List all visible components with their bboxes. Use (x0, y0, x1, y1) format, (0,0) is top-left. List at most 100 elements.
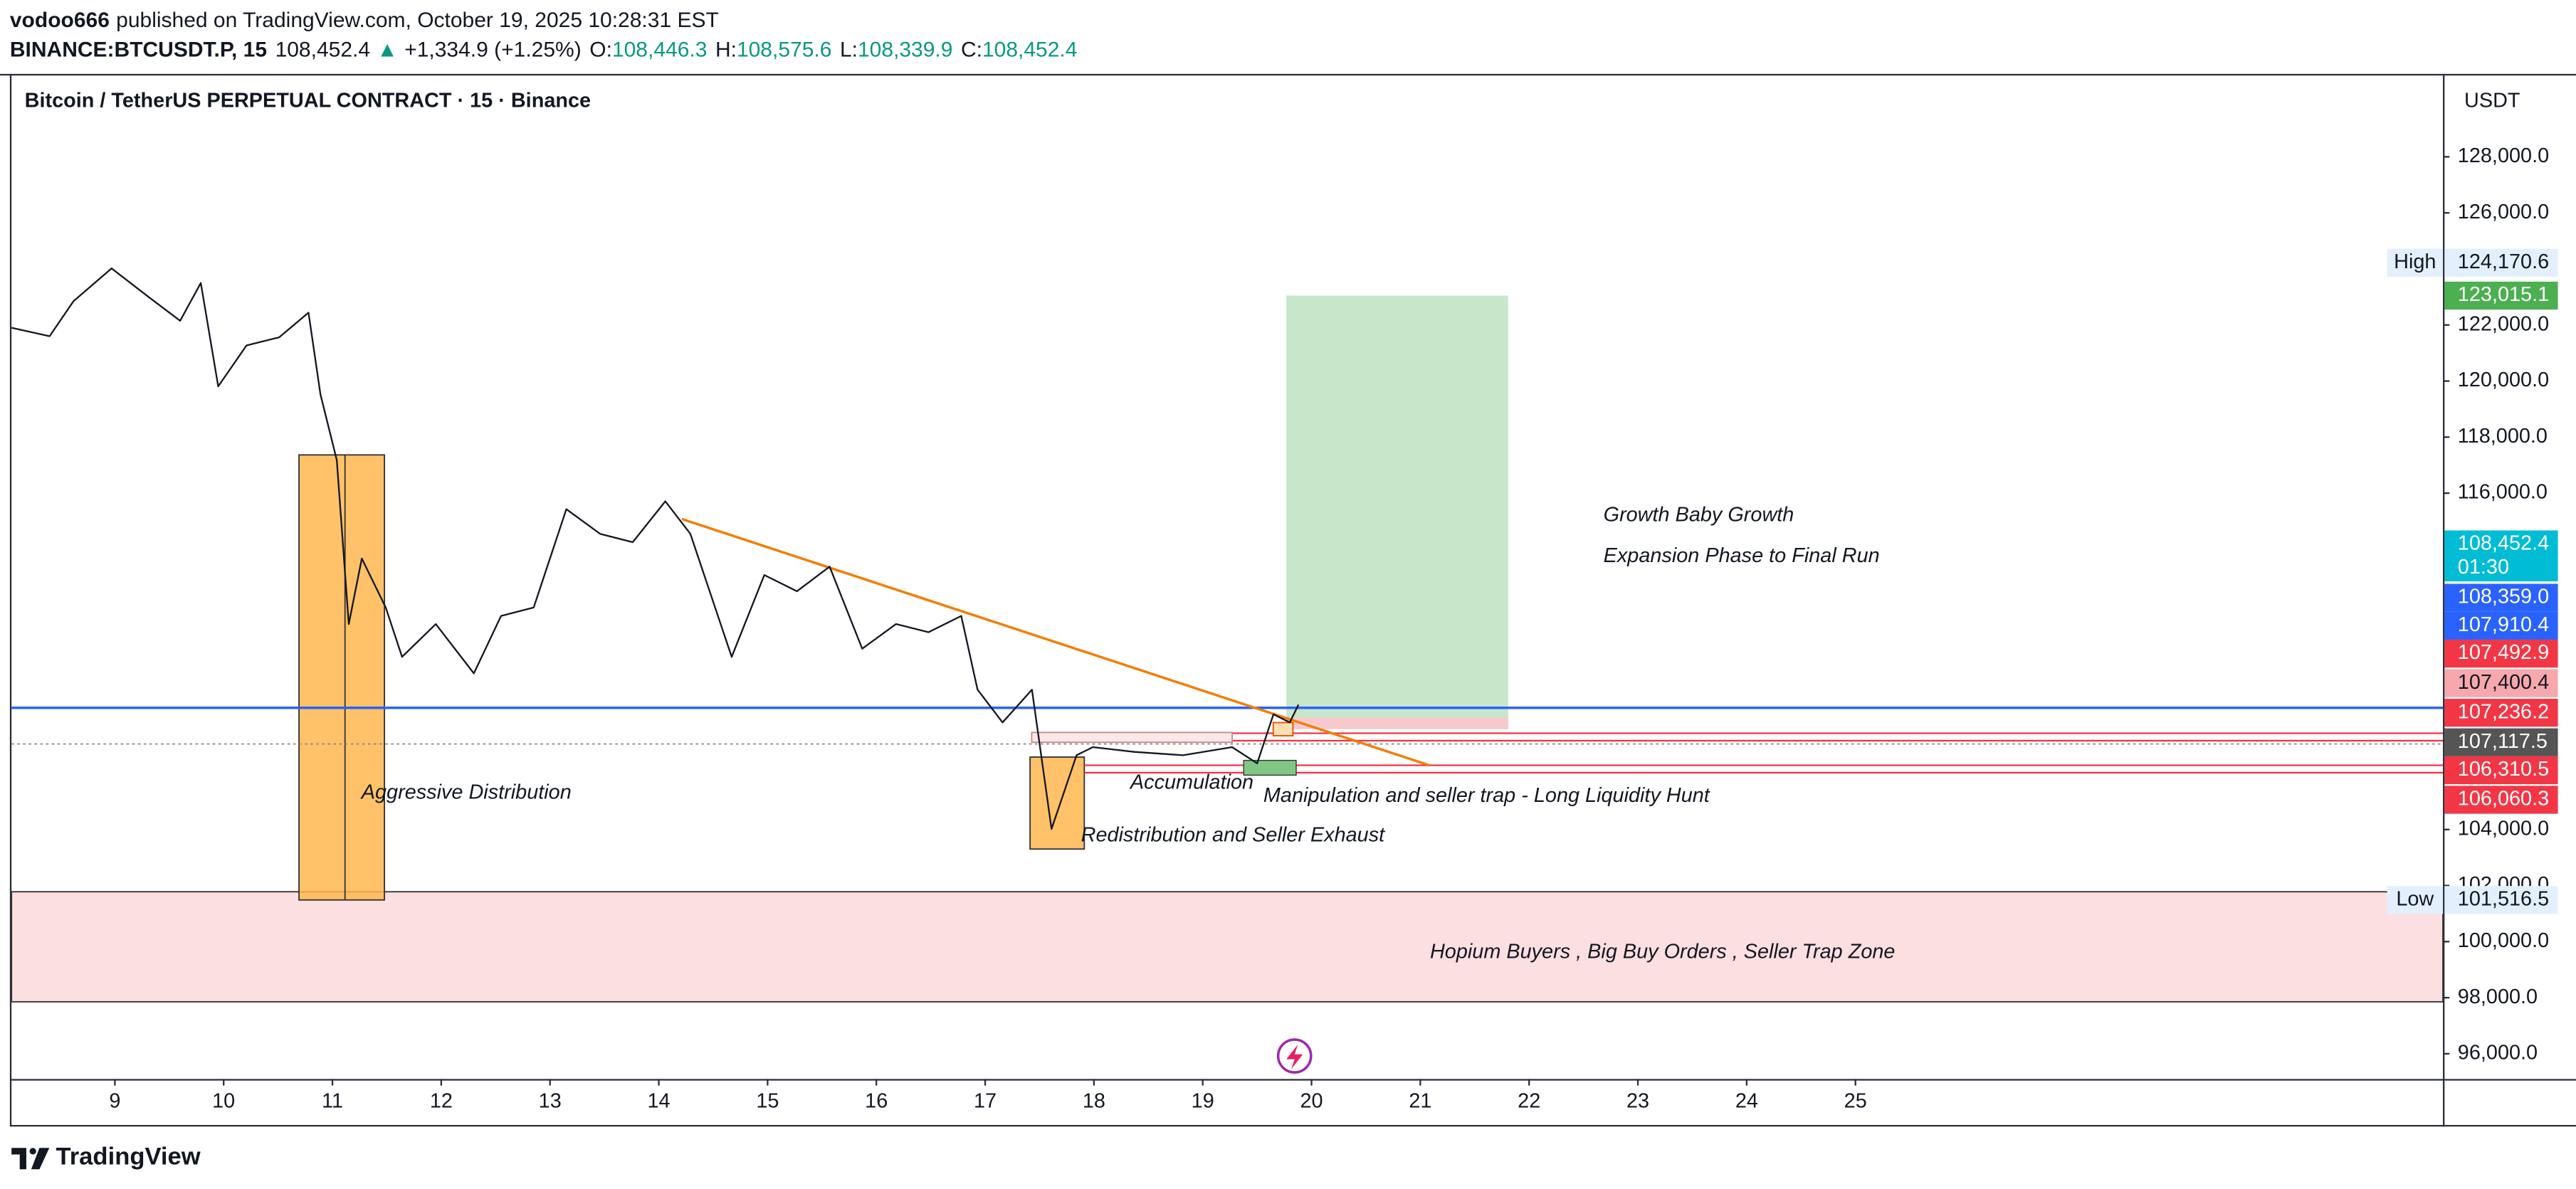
price-label: 124,170.6 (2458, 250, 2549, 273)
y-tick-label: 116,000.0 (2458, 481, 2548, 504)
price-label-box (2444, 669, 2558, 697)
annotation: Growth Baby Growth (1604, 503, 1794, 526)
x-tick-label: 17 (974, 1089, 997, 1112)
trap-zone (11, 891, 2444, 1003)
event-icon (1276, 1038, 1313, 1074)
price-tag: High (2394, 250, 2436, 273)
annotation: Accumulation (1129, 771, 1253, 794)
stop-box (1286, 717, 1508, 729)
ohlc-value: 108,452.4 (982, 38, 1077, 61)
annotation: Aggressive Distribution (360, 781, 572, 803)
entry-box (1272, 722, 1294, 736)
symbol-line: BINANCE:BTCUSDT.P, 15 108,452.4 ▲ +1,334.9 … (10, 38, 1078, 61)
ohlc-value: 108,339.9 (858, 38, 952, 61)
price-label: 106,310.5 (2458, 758, 2549, 781)
target-box (1286, 295, 1508, 723)
y-tick-label: 104,000.0 (2458, 817, 2549, 840)
y-tick-label: 122,000.0 (2458, 312, 2549, 335)
chart-title: Bitcoin / TetherUS PERPETUAL CONTRACT · … (25, 90, 591, 112)
price-label: 108,359.0 (2458, 586, 2549, 608)
price: 108,452.4 (275, 38, 370, 61)
price-label-box (2444, 639, 2558, 668)
price-label-box (2444, 248, 2558, 277)
frame (0, 73, 2576, 1127)
price-label: 107,492.9 (2458, 641, 2549, 664)
x-tick-label: 24 (1735, 1089, 1758, 1112)
x-tick-label: 12 (430, 1089, 453, 1112)
x-tick-label: 22 (1518, 1089, 1540, 1112)
published: published on TradingView.com, October 19… (116, 9, 719, 32)
brand-logo (11, 1148, 50, 1170)
y-tick-label: 100,000.0 (2458, 929, 2549, 952)
logo-part (29, 1148, 36, 1155)
x-tick-label: 10 (212, 1089, 235, 1112)
y-tick-label: 126,000.0 (2458, 201, 2549, 223)
x-tick-label: 25 (1844, 1089, 1867, 1112)
price-tag: Low (2396, 887, 2434, 910)
y-tick-label: 96,000.0 (2458, 1042, 2538, 1064)
x-tick-label: 20 (1300, 1089, 1323, 1112)
annotation: Redistribution and Seller Exhaust (1081, 823, 1386, 846)
x-tick-label: 23 (1626, 1089, 1649, 1112)
ohlc-label: O: (589, 38, 612, 61)
price-label: 107,117.5 (2458, 730, 2548, 753)
logo-part (11, 1148, 26, 1170)
countdown: 01:30 (2458, 556, 2509, 578)
trend-line (681, 517, 1430, 767)
price-label-box (2444, 530, 2558, 582)
x-tick-label: 19 (1192, 1089, 1214, 1112)
drawings (11, 295, 2444, 1074)
price-tag-box (2387, 248, 2444, 277)
price-label: 107,910.4 (2458, 613, 2549, 636)
price-tag-box (2387, 886, 2444, 914)
annotation: Manipulation and seller trap - Long Liqu… (1263, 784, 1711, 807)
price-label: 108,452.4 (2458, 532, 2549, 555)
x-tick-label: 14 (647, 1089, 670, 1112)
price-axis: 96,000.098,000.0100,000.0102,000.0104,00… (2387, 144, 2558, 1064)
price-label-box (2444, 611, 2558, 640)
ohlc-label: L: (840, 38, 858, 61)
accumulation-box (1031, 731, 1233, 744)
currency: USDT (2464, 90, 2520, 112)
ohlc-value: 108,446.3 (612, 38, 707, 61)
y-tick-label: 98,000.0 (2458, 985, 2538, 1008)
logo-part (31, 1148, 50, 1170)
x-tick-label: 13 (539, 1089, 562, 1112)
price-label-box (2444, 756, 2558, 785)
price-label: 107,236.2 (2458, 700, 2549, 723)
redistribution-box (1029, 756, 1085, 850)
brand: TradingView (56, 1143, 200, 1170)
price-label-box (2444, 699, 2558, 727)
x-tick-label: 11 (322, 1089, 343, 1112)
y-tick-label: 118,000.0 (2458, 425, 2548, 448)
price-label-box (2444, 583, 2558, 612)
change: +1,334.9 (+1.25%) (404, 38, 582, 61)
arrow: ▲ (377, 38, 398, 61)
y-tick-label: 128,000.0 (2458, 144, 2549, 167)
price-label: 106,060.3 (2458, 788, 2549, 810)
annotation: Hopium Buyers , Big Buy Orders , Seller … (1430, 940, 1896, 963)
price-label-box (2444, 281, 2558, 310)
x-tick-label: 9 (109, 1089, 120, 1112)
x-tick-label: 16 (865, 1089, 888, 1112)
price-label: 107,400.4 (2458, 671, 2549, 694)
plot (11, 268, 1300, 830)
y-tick-label: 120,000.0 (2458, 369, 2549, 391)
price-label: 101,516.5 (2458, 887, 2549, 910)
price-line (11, 268, 1300, 830)
event-bolt (1286, 1044, 1303, 1069)
author: vodoo666 (10, 9, 110, 32)
publish-line: vodoo666 published on TradingView.com, Oc… (10, 9, 719, 32)
ohlc-label: C: (961, 38, 982, 61)
price-label: 123,015.1 (2458, 283, 2549, 306)
annotation: Expansion Phase to Final Run (1604, 544, 1880, 567)
ohlc-label: H: (715, 38, 737, 61)
price-label-box (2444, 786, 2558, 814)
price-label-box (2444, 886, 2558, 914)
x-tick-label: 18 (1083, 1089, 1105, 1112)
x-tick-label: 21 (1409, 1089, 1431, 1112)
symbol: BINANCE:BTCUSDT.P, 15 (10, 38, 267, 61)
x-tick-label: 15 (756, 1089, 779, 1112)
